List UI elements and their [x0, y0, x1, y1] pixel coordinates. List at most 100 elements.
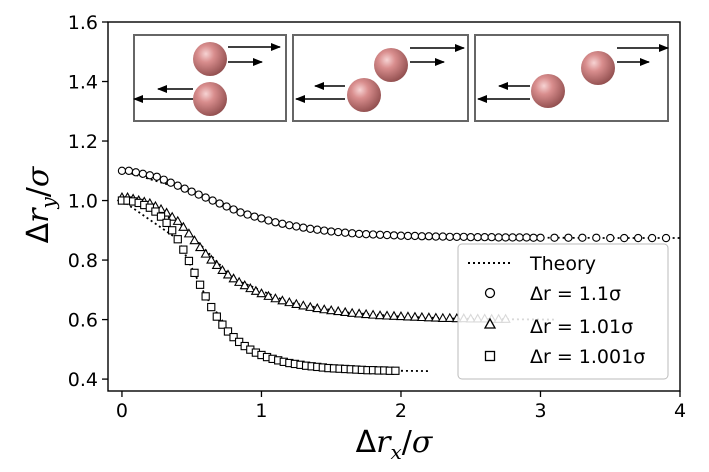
x-tick-label: 2 — [395, 400, 407, 422]
circle-point — [466, 233, 475, 242]
triangle-point — [189, 235, 200, 245]
triangle-point — [347, 307, 358, 317]
circle-point — [396, 231, 406, 240]
triangle-point — [239, 280, 250, 290]
circle-point — [480, 233, 489, 242]
triangle-point — [423, 312, 435, 322]
inset-panel-3 — [474, 34, 669, 122]
circle-point — [403, 231, 413, 241]
triangle-point — [326, 305, 337, 315]
circle-point — [389, 231, 399, 240]
triangle-point — [409, 311, 421, 321]
circle-point — [592, 233, 601, 242]
circle-point — [341, 228, 350, 237]
sphere — [347, 78, 381, 112]
triangle-point — [353, 308, 365, 318]
y-axis-label: Δry/σ — [21, 165, 60, 243]
triangle-point — [298, 300, 309, 310]
square-point — [151, 207, 160, 216]
square-point — [184, 256, 194, 266]
circle-point — [299, 223, 308, 232]
square-point — [190, 268, 199, 278]
triangle-point — [360, 308, 372, 319]
triangle-point — [194, 241, 206, 252]
triangle-point — [217, 264, 228, 275]
circle-point — [473, 233, 482, 242]
circle-point — [222, 202, 231, 211]
sphere — [193, 82, 227, 116]
circle-point — [257, 214, 266, 223]
circle-point — [306, 224, 315, 233]
circle-point — [124, 166, 134, 175]
triangle-point — [172, 215, 183, 225]
circle-point — [508, 233, 517, 242]
circle-point — [278, 219, 287, 228]
circle-point — [578, 233, 587, 242]
legend-triangle-label: Δr = 1.01σ — [530, 316, 633, 338]
square-point — [229, 332, 238, 342]
triangle-point — [263, 290, 274, 300]
triangle-point — [270, 293, 281, 303]
circle-point — [243, 210, 252, 219]
circle-point — [606, 233, 615, 243]
circle-point — [152, 172, 161, 181]
axis-ticks: 0 1 2 3 4 0.4 0.6 0.8 1.0 1.2 1.4 1.6 — [68, 12, 686, 422]
circle-point — [550, 233, 559, 242]
triangle-point — [234, 276, 245, 286]
circle-point — [159, 175, 168, 184]
circle-point — [208, 196, 217, 205]
circle-point — [424, 232, 434, 241]
triangle-point — [250, 285, 262, 295]
circle-point — [564, 233, 573, 242]
triangle-point — [430, 312, 441, 322]
legend-theory-label: Theory — [529, 253, 596, 275]
triangle-point — [333, 305, 344, 316]
circle-point — [375, 230, 385, 239]
legend-circle-swatch — [484, 287, 496, 299]
circle-point — [633, 233, 643, 243]
circle-point — [166, 178, 175, 187]
triangle-point — [340, 306, 351, 316]
y-tick-label: 1.4 — [68, 72, 98, 94]
circle-point — [264, 216, 273, 225]
circle-point — [292, 222, 301, 231]
circle-point — [529, 233, 538, 242]
circle-point — [431, 232, 441, 241]
circle-point — [417, 232, 427, 241]
data-markers — [116, 166, 671, 375]
triangle-point — [245, 283, 256, 293]
x-tick-label: 3 — [534, 400, 546, 422]
theory-line-1 — [121, 169, 680, 239]
square-point — [223, 327, 233, 336]
square-point — [168, 226, 177, 235]
circle-point — [215, 199, 224, 208]
legend-square-label: Δr = 1.001σ — [530, 346, 645, 368]
circle-point — [515, 233, 524, 242]
square-point — [156, 212, 166, 221]
y-tick-label: 1.0 — [68, 191, 98, 213]
circle-point — [445, 232, 454, 242]
square-point — [162, 218, 171, 228]
circle-point — [368, 230, 378, 239]
circle-point — [410, 231, 420, 241]
y-tick-label: 1.6 — [68, 12, 98, 34]
triangle-point — [291, 298, 302, 308]
y-tick-label: 0.4 — [68, 369, 98, 391]
legend-square-swatch — [484, 350, 496, 362]
triangle-point — [167, 211, 178, 221]
triangle-point — [437, 312, 448, 322]
circle-point — [187, 187, 196, 196]
square-point — [201, 292, 210, 301]
circle-point — [138, 169, 148, 178]
triangle-point — [367, 309, 379, 319]
square-point — [391, 366, 400, 375]
square-point — [234, 337, 244, 347]
y-tick-label: 1.2 — [68, 131, 98, 153]
triangle-point — [319, 304, 330, 314]
square-point — [179, 245, 188, 254]
circle-point — [180, 184, 189, 193]
triangle-point — [402, 311, 414, 321]
square-point — [212, 312, 221, 321]
circle-point — [438, 232, 447, 241]
